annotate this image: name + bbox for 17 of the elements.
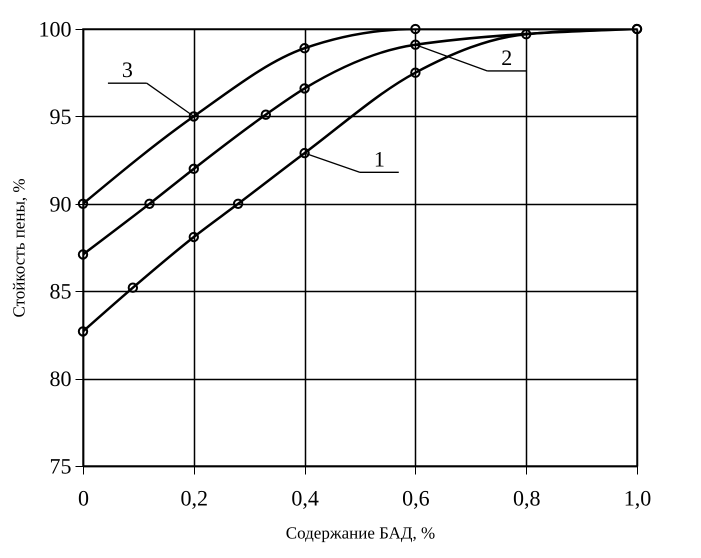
y-tick-label: 100 <box>38 16 72 42</box>
annotation: 1 <box>374 146 385 172</box>
x-tick-label: 0 <box>78 486 89 510</box>
annotation: 3 <box>122 57 133 82</box>
x-tick-label: 1,0 <box>624 486 652 510</box>
x-tick-label: 0,4 <box>291 486 319 510</box>
annotation: 2 <box>501 44 512 70</box>
x-tick-label: 0,6 <box>402 486 430 510</box>
x-tick-label: 0,8 <box>512 486 540 510</box>
y-axis-title: Стойкость пены, % <box>10 178 28 318</box>
y-tick-label: 85 <box>50 278 72 304</box>
y-tick-label: 95 <box>50 104 72 129</box>
x-axis-title: Содержание БАД, % <box>286 524 436 542</box>
y-tick-label: 80 <box>50 366 72 392</box>
x-tick-label: 0,2 <box>180 486 208 510</box>
y-tick-label: 90 <box>50 191 72 216</box>
y-tick-label: 75 <box>50 454 72 478</box>
